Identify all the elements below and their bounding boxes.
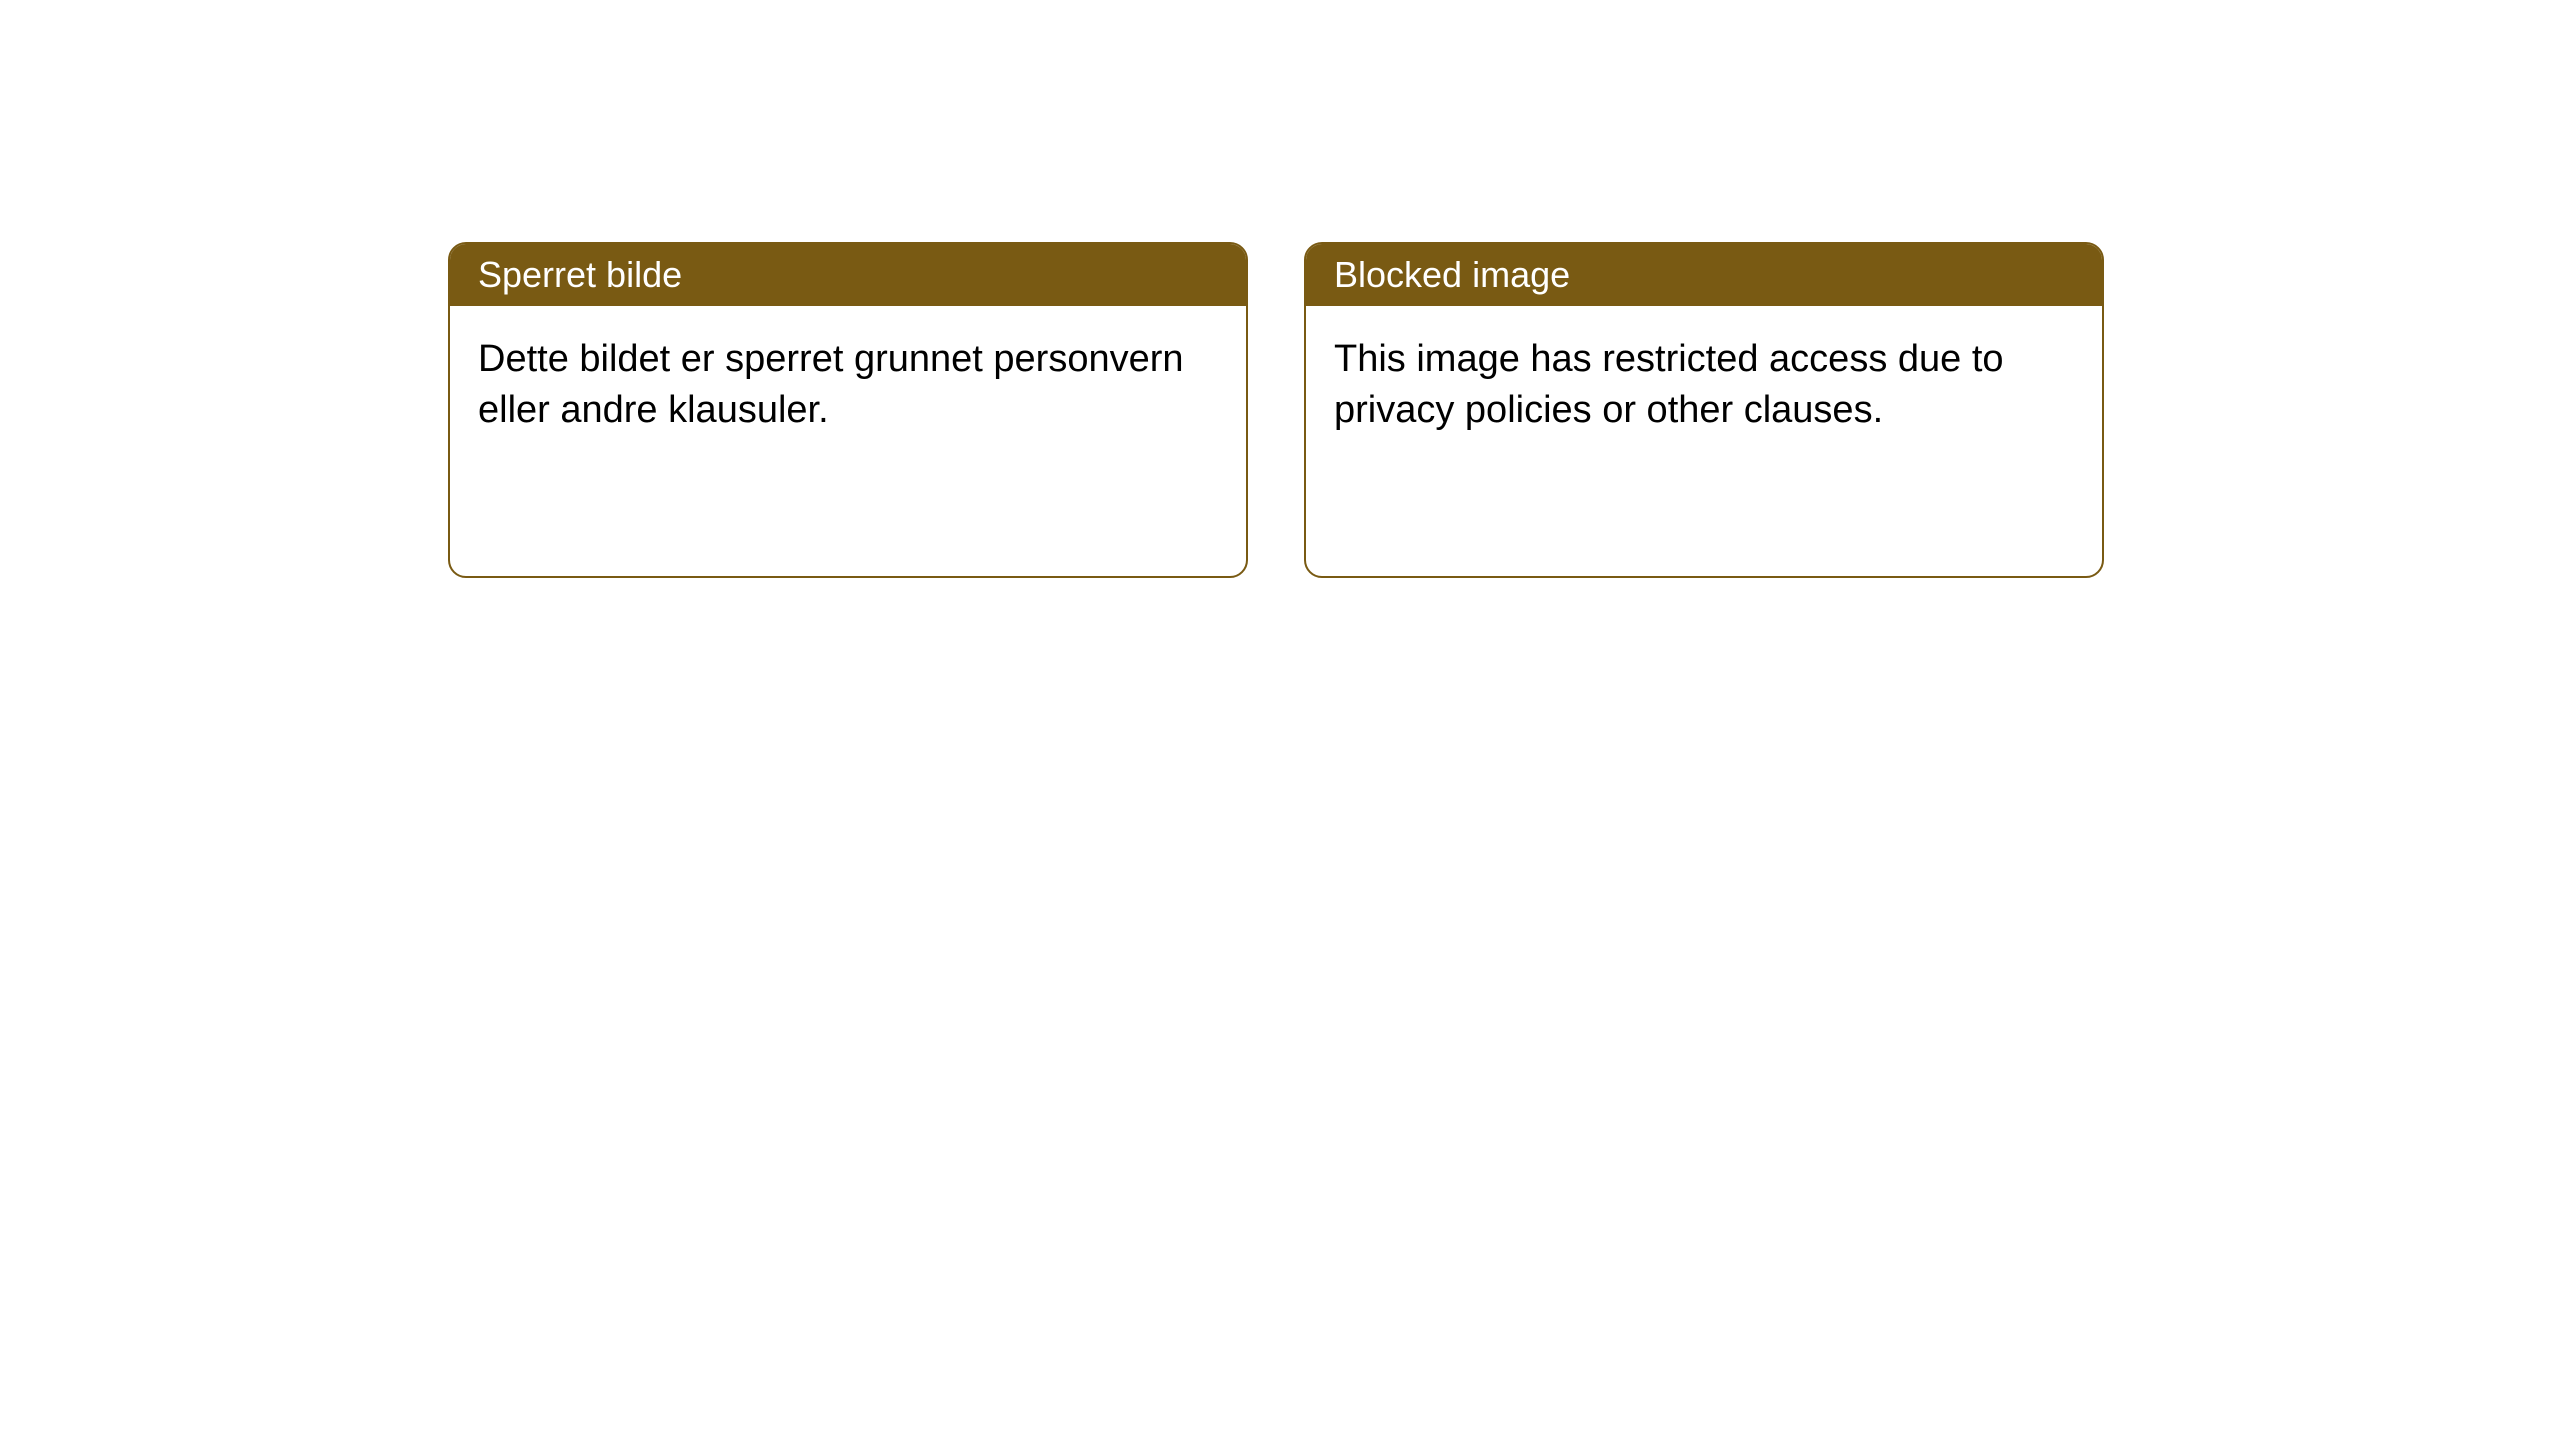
panel-header-en: Blocked image xyxy=(1306,244,2102,306)
panel-body-text-en: This image has restricted access due to … xyxy=(1334,338,2004,431)
blocked-image-panel-en: Blocked image This image has restricted … xyxy=(1304,242,2104,578)
panel-body-text-no: Dette bildet er sperret grunnet personve… xyxy=(478,338,1184,431)
panel-header-no: Sperret bilde xyxy=(450,244,1246,306)
panel-title-no: Sperret bilde xyxy=(478,254,682,296)
panel-body-en: This image has restricted access due to … xyxy=(1306,306,2102,465)
blocked-image-notice-container: Sperret bilde Dette bildet er sperret gr… xyxy=(448,242,2104,578)
panel-title-en: Blocked image xyxy=(1334,254,1570,296)
blocked-image-panel-no: Sperret bilde Dette bildet er sperret gr… xyxy=(448,242,1248,578)
panel-body-no: Dette bildet er sperret grunnet personve… xyxy=(450,306,1246,465)
